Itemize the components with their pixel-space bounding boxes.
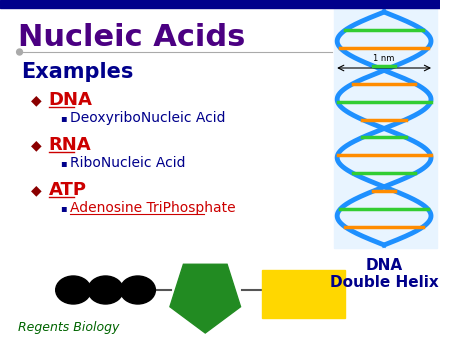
Text: ◆: ◆ xyxy=(31,138,42,152)
Text: ◆: ◆ xyxy=(31,183,42,197)
Text: ▪: ▪ xyxy=(61,203,67,213)
Text: RiboNucleic Acid: RiboNucleic Acid xyxy=(70,156,186,170)
Ellipse shape xyxy=(120,276,155,304)
Text: ATP: ATP xyxy=(49,181,87,199)
Polygon shape xyxy=(170,264,241,333)
Circle shape xyxy=(17,49,22,55)
Text: DNA: DNA xyxy=(49,91,93,109)
Ellipse shape xyxy=(88,276,123,304)
Ellipse shape xyxy=(56,276,91,304)
Text: ▪: ▪ xyxy=(61,113,67,123)
Text: Adenosine TriPhosphate: Adenosine TriPhosphate xyxy=(70,201,236,215)
Text: ▪: ▪ xyxy=(61,158,67,168)
Bar xyxy=(334,8,437,248)
Text: RNA: RNA xyxy=(49,136,91,154)
Bar xyxy=(262,270,345,318)
Text: DNA
Double Helix: DNA Double Helix xyxy=(330,258,438,290)
Text: Regents Biology: Regents Biology xyxy=(18,321,119,335)
Bar xyxy=(0,0,440,8)
Text: Nucleic Acids: Nucleic Acids xyxy=(18,24,245,52)
Text: DeoxyriboNucleic Acid: DeoxyriboNucleic Acid xyxy=(70,111,226,125)
Text: ◆: ◆ xyxy=(31,93,42,107)
Text: 1 nm: 1 nm xyxy=(374,54,395,63)
Text: Examples: Examples xyxy=(22,62,134,82)
